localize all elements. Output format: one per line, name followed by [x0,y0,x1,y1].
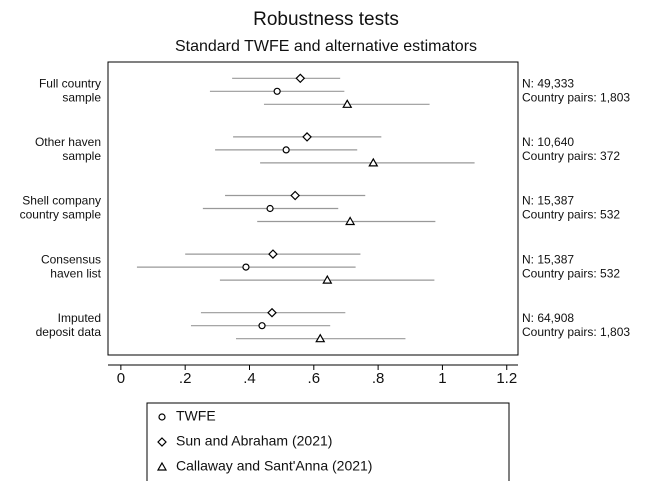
x-tick-label: 0 [117,370,125,387]
chart-subtitle: Standard TWFE and alternative estimators [175,38,477,55]
point-estimate [295,73,306,84]
legend-label: Sun and Abraham (2021) [176,433,332,449]
category-label: haven list [50,266,101,280]
category-label: sample [62,90,101,104]
legend-label: Callaway and Sant'Anna (2021) [176,458,372,474]
x-tick-label: .8 [372,370,385,387]
point-estimate [322,274,333,284]
category-label: Other haven [35,135,101,149]
legend-marker [157,437,167,447]
category-label: deposit data [36,325,102,339]
x-tick-label: .6 [308,370,321,387]
point-estimate [290,190,301,201]
category-label: sample [62,149,101,163]
row-note: N: 15,387 [522,194,574,208]
category-label: country sample [20,208,102,222]
point-estimate [273,87,281,95]
row-note: Country pairs: 532 [522,208,620,222]
point-estimate [268,249,278,259]
point-estimate [345,216,356,226]
point-estimate [267,307,277,318]
chart-title: Robustness tests [253,9,399,30]
category-label: Imputed [58,311,101,325]
plot-frame [107,61,519,356]
row-note: N: 10,640 [522,135,574,149]
row-note: Country pairs: 532 [522,266,620,280]
row-note: Country pairs: 372 [522,149,620,163]
point-estimate [282,146,290,154]
point-estimate [342,99,353,108]
x-tick-label: 1.2 [496,370,517,387]
category-label: Full country [39,76,101,90]
legend-marker [158,413,166,421]
legend-label: TWFE [176,408,216,424]
point-estimate [302,132,312,142]
point-estimate [266,204,274,213]
row-note: Country pairs: 1,803 [522,90,630,104]
x-tick-label: .2 [179,370,192,387]
category-label: Consensus [41,252,101,266]
legend-marker [156,461,168,471]
point-estimate [258,322,266,330]
row-note: N: 15,387 [522,252,574,266]
row-note: N: 49,333 [522,76,574,90]
point-estimate [368,157,379,167]
x-tick-label: 1 [438,370,446,387]
x-tick-label: .4 [243,370,256,387]
point-estimate [242,263,250,271]
row-note: Country pairs: 1,803 [522,325,630,339]
category-label: Shell company [22,194,101,208]
row-note: N: 64,908 [522,311,574,325]
legend-frame [146,402,510,481]
point-estimate [315,333,326,343]
